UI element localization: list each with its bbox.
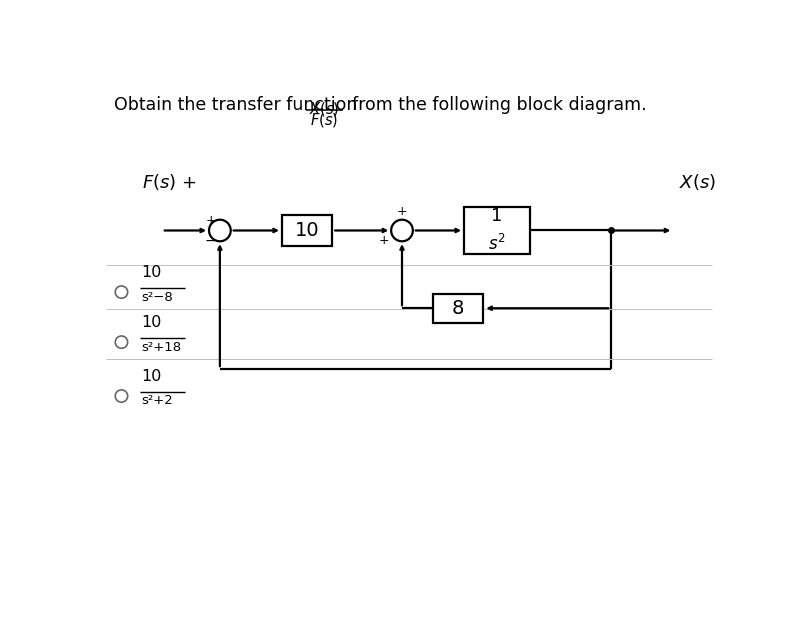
- Circle shape: [391, 220, 413, 241]
- Text: $X(s)$: $X(s)$: [679, 172, 717, 192]
- Text: 10: 10: [141, 369, 162, 384]
- Text: $X(s)$: $X(s)$: [310, 100, 340, 117]
- Text: −: −: [205, 233, 216, 247]
- Text: 10: 10: [141, 315, 162, 330]
- Text: s²+2: s²+2: [141, 394, 173, 408]
- Text: 8: 8: [452, 298, 464, 318]
- Bar: [433, 293, 484, 323]
- Text: Obtain the transfer function: Obtain the transfer function: [113, 96, 357, 114]
- Text: 10: 10: [141, 265, 162, 280]
- Text: +: +: [397, 205, 407, 218]
- Text: s²+18: s²+18: [141, 341, 182, 353]
- Text: +: +: [379, 233, 389, 247]
- Text: s²−8: s²−8: [141, 290, 173, 304]
- Text: 1: 1: [492, 207, 503, 225]
- Bar: [282, 215, 332, 246]
- Text: $F(s)$: $F(s)$: [310, 111, 338, 129]
- Bar: [464, 208, 530, 254]
- Text: 10: 10: [294, 221, 319, 240]
- Text: from the following block diagram.: from the following block diagram.: [352, 96, 646, 114]
- Text: $s^2$: $s^2$: [488, 233, 506, 254]
- Circle shape: [115, 390, 128, 402]
- Text: $F(s)$ +: $F(s)$ +: [142, 172, 197, 192]
- Circle shape: [115, 286, 128, 298]
- Circle shape: [209, 220, 231, 241]
- Text: +: +: [205, 215, 216, 227]
- Circle shape: [115, 336, 128, 348]
